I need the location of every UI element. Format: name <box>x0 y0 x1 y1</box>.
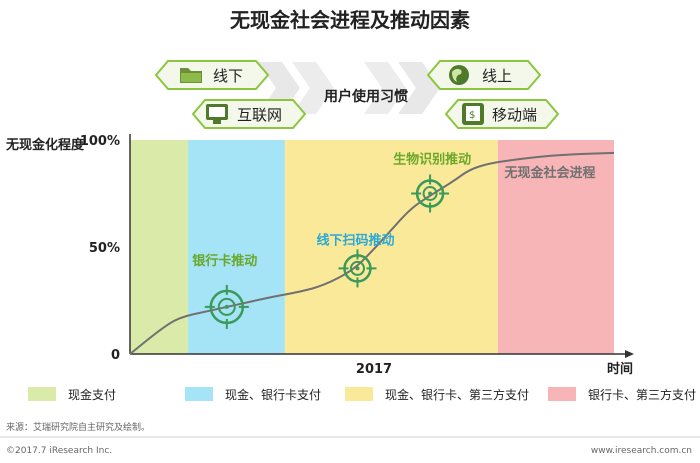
annotations: 银行卡推动 线下扫码推动 生物识别推动 <box>192 152 471 329</box>
website: www.iresearch.com.cn <box>590 446 692 456</box>
legend-label-1: 现金支付 <box>68 387 116 402</box>
legend-item-2: 现金、银行卡支付 <box>185 387 321 402</box>
target-marker-3 <box>411 174 450 213</box>
legend: 现金支付 现金、银行卡支付 现金、银行卡、第三方支付 银行卡、第三方支付 <box>28 387 696 402</box>
axes <box>129 134 634 358</box>
badge-offline: 线下 <box>154 60 270 90</box>
legend-swatch-1 <box>28 387 56 401</box>
tick-labels: 0 50% 100% 2017 <box>80 134 392 377</box>
phase-band-4 <box>497 140 614 354</box>
y-tick-label-1: 0 <box>111 348 120 363</box>
folder-icon <box>180 68 202 83</box>
series-label: 无现金社会进程 <box>503 165 595 181</box>
badge-internet: 互联网 <box>191 99 307 129</box>
y-axis-title: 无现金化程度 <box>5 137 85 153</box>
progress-curve <box>129 151 615 355</box>
x-tick-label-1: 2017 <box>356 362 392 377</box>
copyright: ©2017.7 iResearch Inc. <box>6 446 113 456</box>
badge-online-label: 线上 <box>482 67 512 85</box>
legend-item-1: 现金支付 <box>28 387 116 402</box>
badge-internet-label: 互联网 <box>237 106 282 124</box>
legend-label-2: 现金、银行卡支付 <box>225 387 321 402</box>
y-tick-label-2: 50% <box>89 241 120 256</box>
legend-item-4: 银行卡、第三方支付 <box>548 387 696 402</box>
badge-online: 线上 <box>426 60 542 90</box>
badge-mobile-label: 移动端 <box>492 106 537 124</box>
source-note: 来源：艾瑞研究院自主研究及绘制。 <box>6 423 151 433</box>
behaviors-center-label: 用户使用习惯 <box>324 88 408 105</box>
legend-label-4: 银行卡、第三方支付 <box>588 387 696 402</box>
svg-text:$: $ <box>469 110 475 121</box>
y-tick-label-3: 100% <box>80 134 120 149</box>
annotation-label-1: 银行卡推动 <box>192 253 257 269</box>
annotation-label-2: 线下扫码推动 <box>316 232 394 248</box>
mobile-icon: $ <box>462 103 484 125</box>
progress-curve-line <box>129 151 615 355</box>
badge-mobile: $ 移动端 <box>444 99 560 129</box>
target-marker-2 <box>338 249 377 288</box>
computer-icon <box>206 104 228 124</box>
x-axis-title: 时间 <box>607 361 633 377</box>
legend-label-3: 现金、银行卡、第三方支付 <box>385 387 529 402</box>
target-marker-1 <box>204 284 249 329</box>
legend-swatch-2 <box>185 387 213 401</box>
phase-band-2 <box>188 140 285 354</box>
legend-swatch-3 <box>345 387 373 401</box>
annotation-label-3: 生物识别推动 <box>393 152 471 168</box>
chart-title: 无现金社会进程及推动因素 <box>230 8 470 32</box>
legend-item-3: 现金、银行卡、第三方支付 <box>345 387 529 402</box>
legend-swatch-4 <box>548 387 576 401</box>
phase-band-1 <box>130 140 189 354</box>
globe-icon <box>449 65 469 85</box>
x-axis-arrow <box>625 350 634 358</box>
badge-offline-label: 线下 <box>213 67 243 85</box>
